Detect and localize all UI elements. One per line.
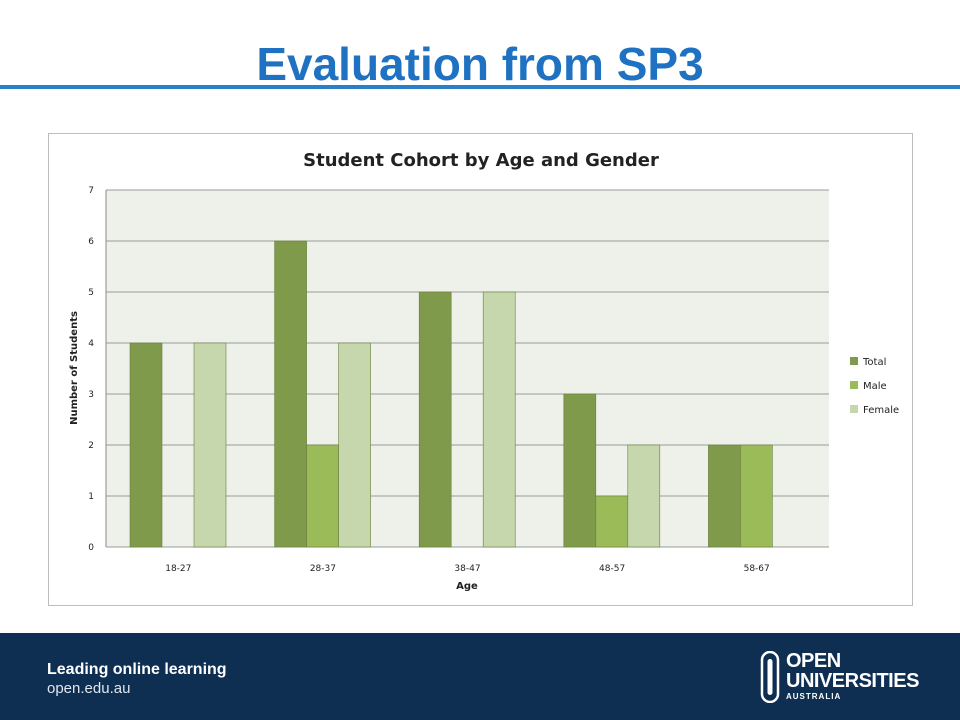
bar-total-58-67 <box>708 444 741 548</box>
chart-container: 0 1 2 3 4 5 6 7 18-27 28-37 38-47 48-57 58-67 Studen… <box>48 133 913 606</box>
bar-total-48-57 <box>563 393 597 548</box>
y-tick-label: 2 <box>88 441 94 451</box>
bar-female-48-57 <box>627 444 661 548</box>
open-universities-logo: OPEN UNIVERSITIES AUSTRALIA <box>760 651 920 703</box>
bar-female-38-47 <box>482 291 516 548</box>
y-tick-label: 1 <box>88 492 94 502</box>
y-tick-label: 6 <box>88 237 94 247</box>
bar-total-38-47 <box>418 291 452 548</box>
x-axis-title: Age <box>456 581 478 592</box>
y-tick-label: 7 <box>88 186 94 196</box>
legend-label-female: Female <box>863 405 899 416</box>
legend-label-male: Male <box>863 381 887 392</box>
y-tick-label: 3 <box>88 390 94 400</box>
bar-chart: 0 1 2 3 4 5 6 7 18-27 28-37 38-47 48-57 58-67 Studen… <box>69 150 899 592</box>
logo-text-australia: AUSTRALIA <box>786 692 842 701</box>
footer-bar: Leading online learning open.edu.au OPEN… <box>0 633 960 720</box>
title-divider <box>0 85 960 89</box>
slide-title: Evaluation from SP3 <box>256 38 704 90</box>
footer-url[interactable]: open.edu.au <box>47 680 131 697</box>
x-tick-label: 58-67 <box>744 564 770 574</box>
legend-swatch-male <box>850 381 858 389</box>
bars <box>129 240 773 548</box>
bar-male-48-57 <box>595 495 629 548</box>
y-axis-title: Number of Students <box>69 311 80 425</box>
bar-female-28-37 <box>338 342 371 548</box>
bar-total-18-27 <box>129 342 163 548</box>
legend: Total Male Female <box>850 357 899 416</box>
y-tick-label: 4 <box>88 339 94 349</box>
bar-total-28-37 <box>274 240 307 548</box>
chart-title: Student Cohort by Age and Gender <box>303 150 659 171</box>
x-tick-label: 28-37 <box>310 564 336 574</box>
x-tick-label: 48-57 <box>599 564 625 574</box>
y-tick-label: 0 <box>88 543 94 553</box>
legend-label-total: Total <box>862 357 886 368</box>
legend-swatch-female <box>850 405 858 413</box>
footer-tagline: Leading online learning <box>47 661 227 678</box>
bar-male-58-67 <box>740 444 773 548</box>
open-universities-mark-icon <box>760 651 780 703</box>
logo-text-open: OPEN <box>786 650 841 672</box>
axes: 0 1 2 3 4 5 6 7 18-27 28-37 38-47 48-57 58-67 <box>88 186 770 574</box>
y-tick-label: 5 <box>88 288 94 298</box>
gridlines <box>106 189 829 548</box>
logo-text-universities: UNIVERSITIES <box>786 670 919 692</box>
x-tick-label: 38-47 <box>454 564 480 574</box>
legend-swatch-total <box>850 357 858 365</box>
x-tick-label: 18-27 <box>165 564 191 574</box>
bar-female-18-27 <box>193 342 227 548</box>
bar-male-28-37 <box>306 444 339 548</box>
